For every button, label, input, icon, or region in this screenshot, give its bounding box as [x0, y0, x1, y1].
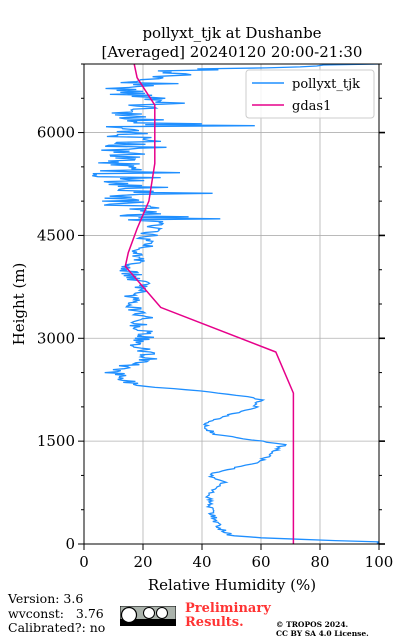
series-line-gdas1: [124, 64, 295, 544]
plot-series: [92, 64, 379, 544]
x-tick-label: 80: [310, 553, 329, 571]
footer-info: Version: 3.6 wvconst: 3.76 Calibrated?: …: [8, 591, 106, 636]
chart-title-line1: pollyxt_tjk at Dushanbe: [142, 24, 321, 42]
wvconst-text: wvconst: 3.76: [8, 605, 104, 621]
axis-ticks: 0 20 40 60 80 100 0 1500 3000 4500 6000: [37, 63, 394, 571]
x-tick-label: 40: [192, 553, 211, 571]
chart-title-line2: [Averaged] 20240120 20:00-21:30: [102, 43, 363, 61]
x-tick-label: 100: [365, 553, 394, 571]
preliminary-line1: Preliminary: [185, 601, 271, 616]
y-tick-label: 0: [65, 535, 75, 553]
version-text: Version: 3.6: [8, 591, 84, 606]
y-tick-label: 4500: [37, 226, 75, 244]
legend-label-pollyxt: pollyxt_tjk: [292, 77, 360, 92]
preliminary-line2: Results.: [185, 615, 244, 630]
legend-box: [245, 69, 375, 119]
credit-line1: © TROPOS 2024.: [276, 620, 349, 629]
legend-label-gdas1: gdas1: [292, 99, 331, 114]
y-tick-label: 3000: [37, 329, 75, 347]
cc-by-sa-badge-icon: [120, 606, 176, 626]
y-axis-label: Height (m): [10, 263, 28, 346]
legend: pollyxt_tjk gdas1: [245, 69, 375, 119]
y-tick-label: 1500: [37, 432, 75, 450]
x-axis-label: Relative Humidity (%): [148, 576, 316, 594]
x-tick-label: 0: [79, 553, 89, 571]
y-tick-label: 6000: [37, 124, 75, 142]
x-tick-label: 20: [133, 553, 152, 571]
credit-line2: CC BY SA 4.0 License.: [276, 629, 369, 638]
credit-note: © TROPOS 2024. CC BY SA 4.0 License.: [276, 620, 369, 638]
preliminary-note: Preliminary Results.: [185, 602, 271, 630]
series-line-pollyxt_tjk: [92, 64, 379, 544]
calibrated-text: Calibrated?: no: [8, 620, 106, 635]
x-tick-label: 60: [251, 553, 270, 571]
